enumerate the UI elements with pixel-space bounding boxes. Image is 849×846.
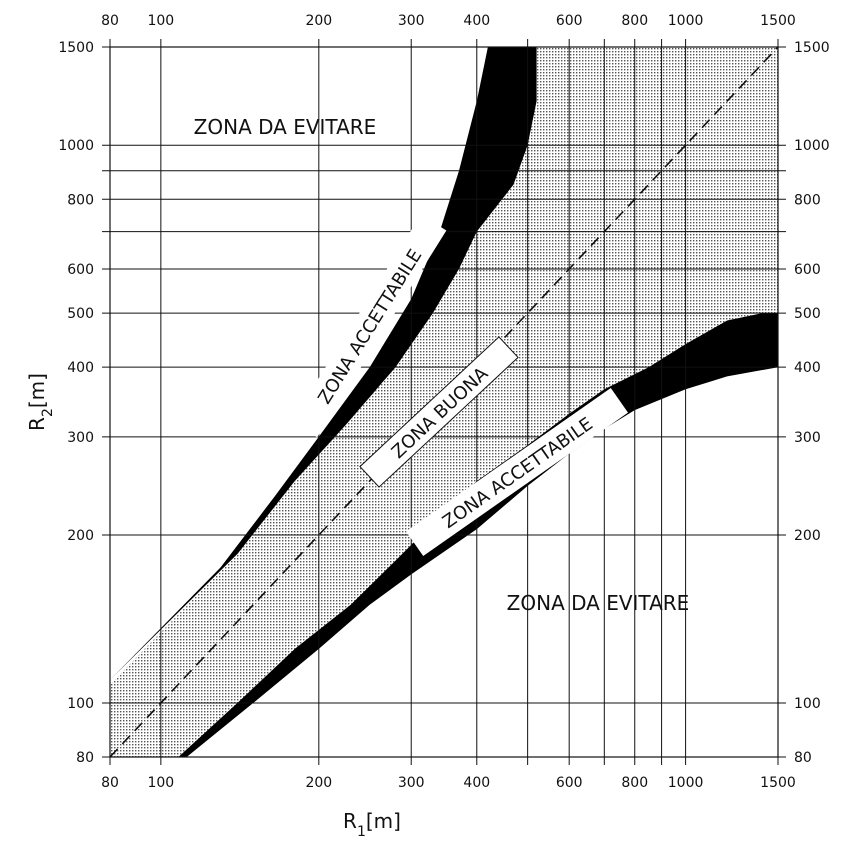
y-tick-label-right-200: 200 xyxy=(794,528,821,544)
x-tick-label-bottom-800: 800 xyxy=(621,775,648,791)
y-tick-label-right-80: 80 xyxy=(794,750,812,766)
x-tick-label-top-400: 400 xyxy=(463,13,490,29)
y-tick-label-left-1000: 1000 xyxy=(58,138,94,154)
x-tick-label-top-1500: 1500 xyxy=(760,13,796,29)
y-tick-label-right-1500: 1500 xyxy=(794,40,830,56)
x-tick-label-top-200: 200 xyxy=(305,13,332,29)
acceptable-zone-band-upper xyxy=(110,47,537,680)
x-tick-label-bottom-400: 400 xyxy=(463,775,490,791)
y-tick-label-right-800: 800 xyxy=(794,192,821,208)
y-tick-label-right-100: 100 xyxy=(794,696,821,712)
avoid-zone-label-top: ZONA DA EVITARE xyxy=(194,115,377,139)
y-tick-label-left-300: 300 xyxy=(67,430,94,446)
x-tick-label-bottom-100: 100 xyxy=(147,775,174,791)
x-tick-label-bottom-80: 80 xyxy=(101,775,119,791)
y-axis-title: R2[m] xyxy=(25,373,56,431)
grid-layer xyxy=(102,39,786,765)
tick-labels-layer: 80 100 200 300 400 600 800 1000 1500 80 100 200 300 4… xyxy=(58,13,829,791)
y-tick-label-right-1000: 1000 xyxy=(794,138,830,154)
y-tick-label-right-400: 400 xyxy=(794,360,821,376)
x-tick-label-top-600: 600 xyxy=(556,13,583,29)
x-tick-label-bottom-600: 600 xyxy=(556,775,583,791)
x-tick-label-bottom-1500: 1500 xyxy=(760,775,796,791)
acceptable-zone-band-lower xyxy=(178,313,778,757)
x-tick-label-top-1000: 1000 xyxy=(668,13,704,29)
y-tick-label-left-1500: 1500 xyxy=(58,40,94,56)
y-tick-label-left-600: 600 xyxy=(67,262,94,278)
y-tick-label-left-80: 80 xyxy=(76,750,94,766)
x-tick-label-bottom-300: 300 xyxy=(398,775,425,791)
y-tick-label-left-500: 500 xyxy=(67,306,94,322)
x-tick-label-top-800: 800 xyxy=(621,13,648,29)
y-tick-label-left-100: 100 xyxy=(67,696,94,712)
y-tick-label-left-400: 400 xyxy=(67,360,94,376)
y-tick-label-left-800: 800 xyxy=(67,192,94,208)
x-tick-label-bottom-200: 200 xyxy=(305,775,332,791)
x-tick-label-bottom-1000: 1000 xyxy=(668,775,704,791)
y-tick-label-right-300: 300 xyxy=(794,430,821,446)
x-tick-label-top-100: 100 xyxy=(147,13,174,29)
y-tick-label-right-600: 600 xyxy=(794,262,821,278)
y-tick-label-right-500: 500 xyxy=(794,306,821,322)
x-tick-label-top-300: 300 xyxy=(398,13,425,29)
y-tick-label-left-200: 200 xyxy=(67,528,94,544)
plot-frame xyxy=(109,46,779,758)
avoid-zone-label-bottom: ZONA DA EVITARE xyxy=(507,591,690,615)
x-tick-label-top-80: 80 xyxy=(101,13,119,29)
x-axis-title: R1[m] xyxy=(343,809,401,840)
